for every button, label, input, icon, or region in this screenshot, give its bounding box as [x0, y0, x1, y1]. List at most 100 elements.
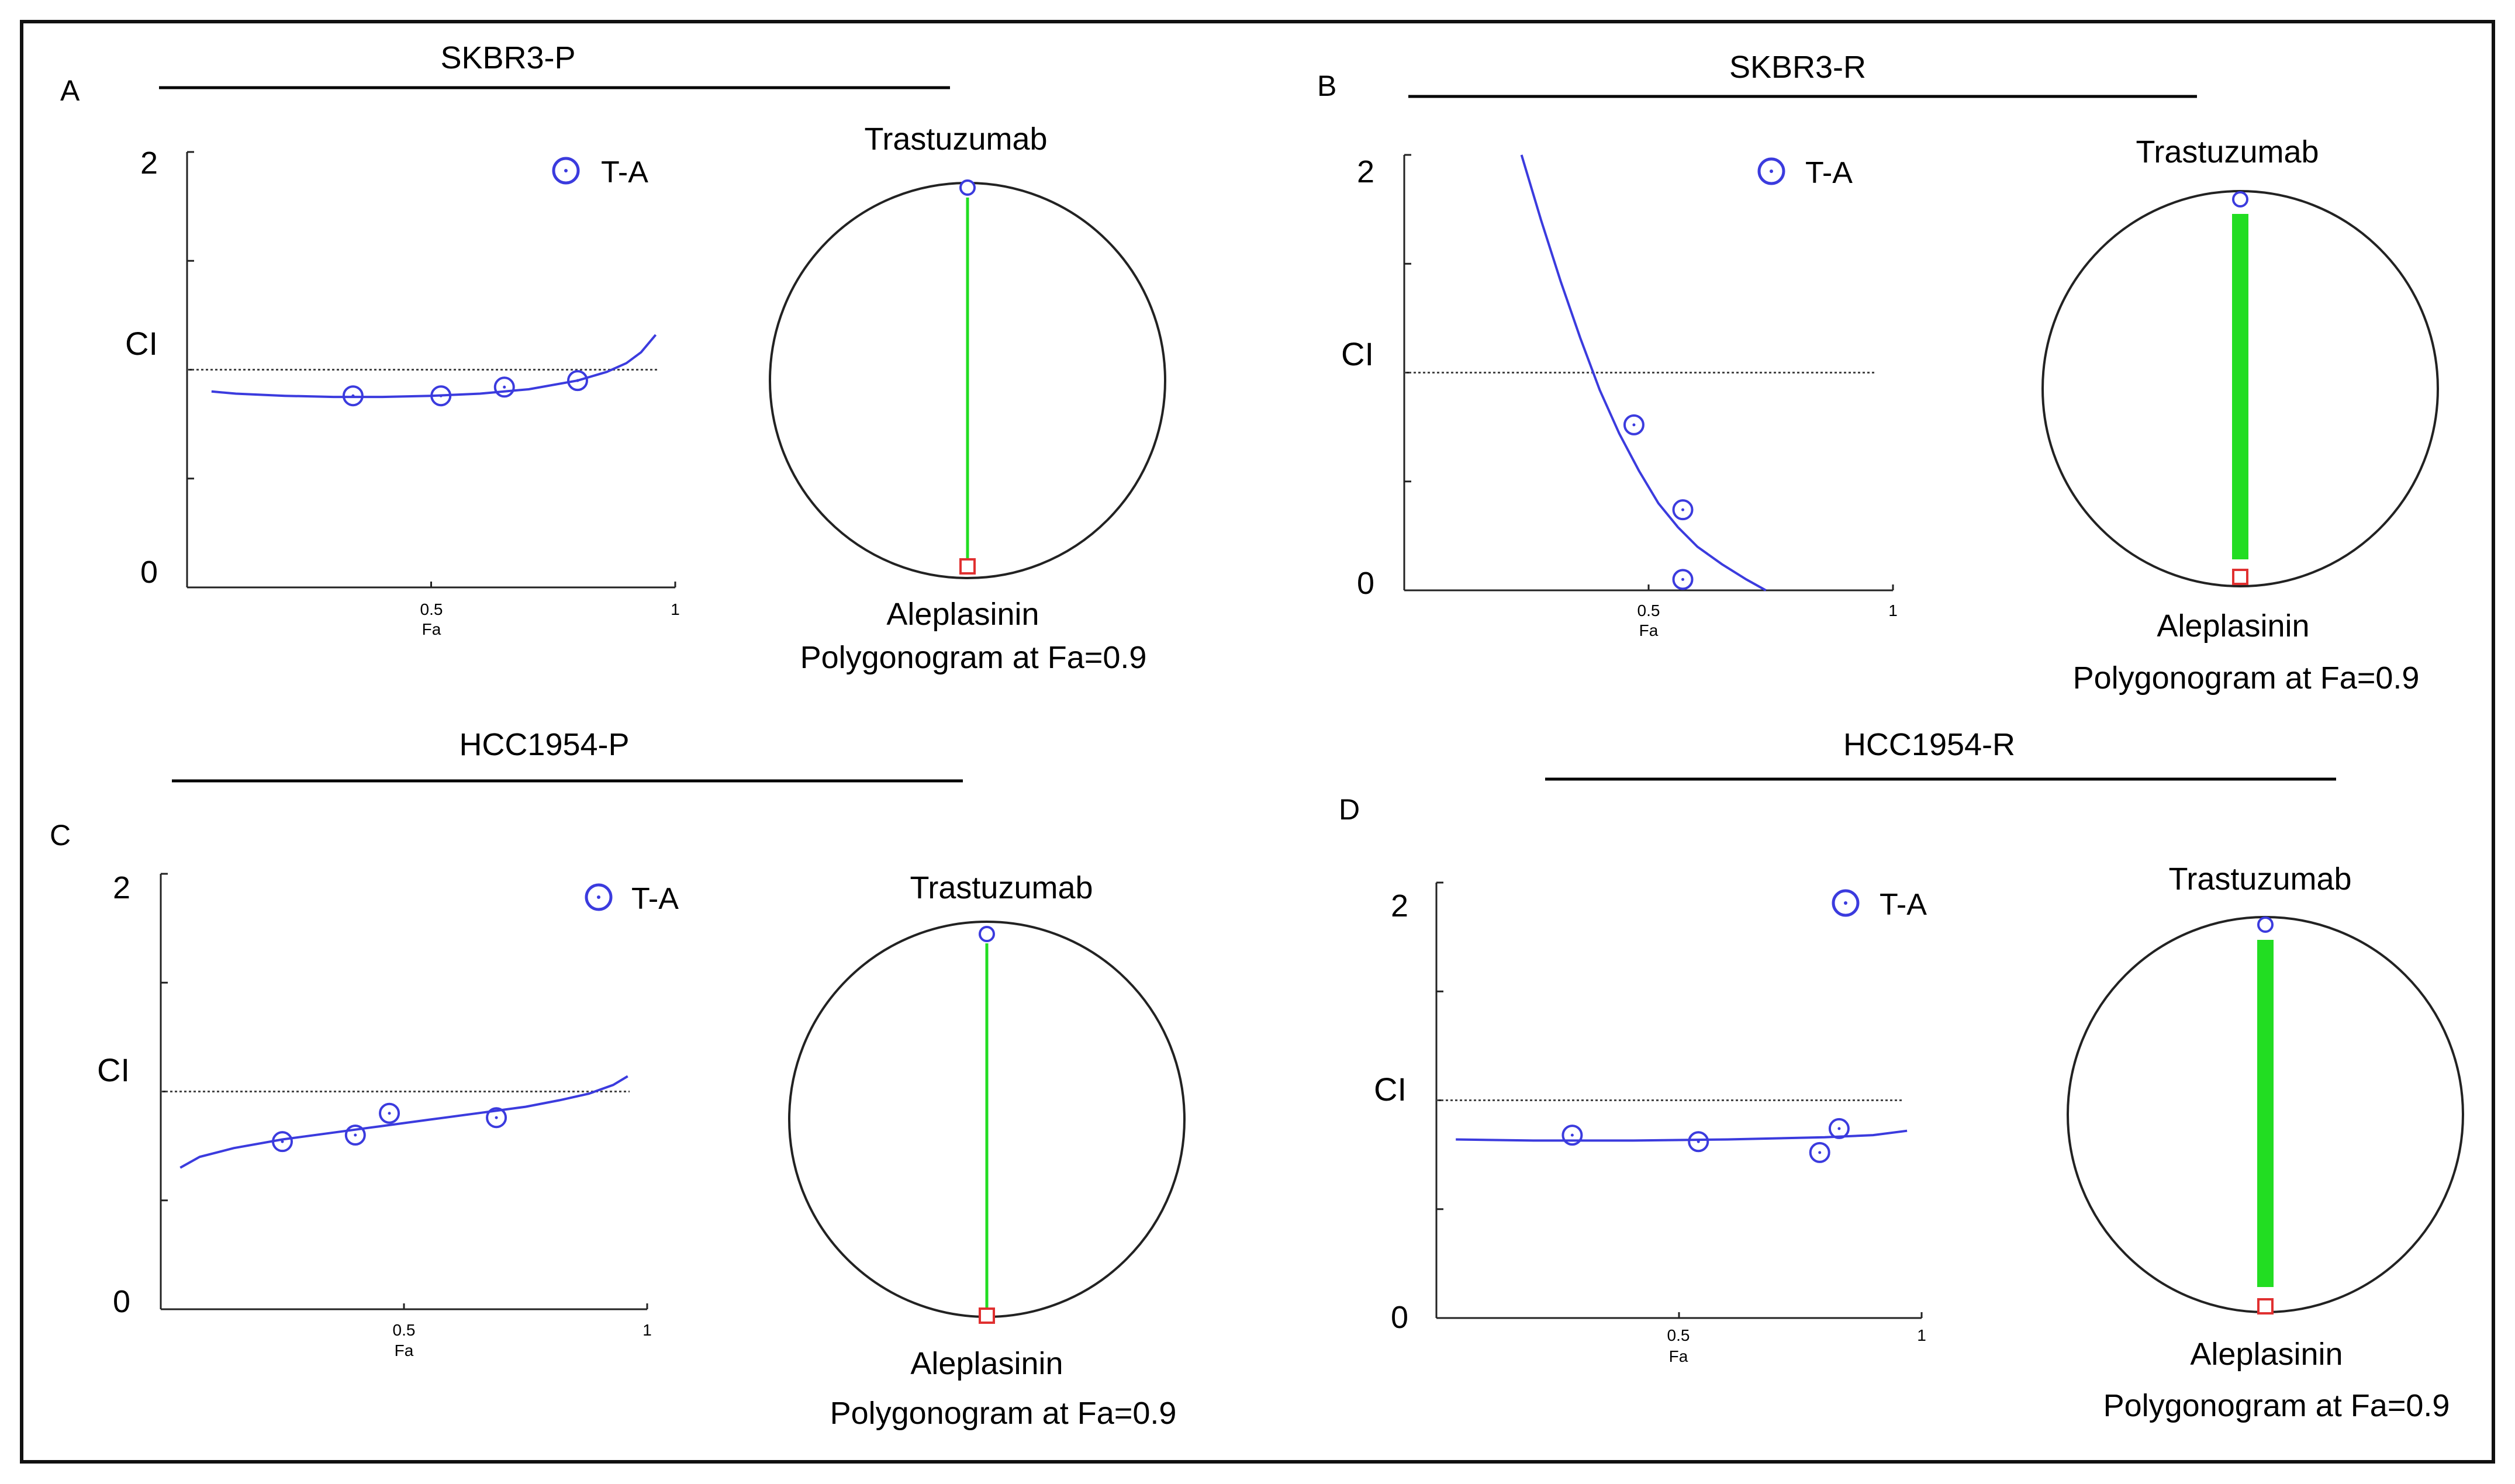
legend-label: T-A: [601, 155, 648, 189]
data-point-dot: [1632, 423, 1636, 427]
polygonogram-bottom-drug: Aleplasinin: [2157, 608, 2309, 644]
legend-marker-icon: [585, 883, 613, 911]
aleplasinin-vertex-marker: [2232, 569, 2248, 585]
x-axis-label: Fa: [395, 1341, 414, 1360]
panel-d: D HCC1954-R CI 2 0 0.5 1 Fa T-A Trastuzu…: [1339, 727, 2464, 1423]
ci-plot-b: CI 2 0 0.5 1 Fa T-A: [1341, 154, 1898, 639]
polygonogram-caption: Polygonogram at Fa=0.9: [2103, 1388, 2450, 1423]
data-point-ring: [344, 1125, 366, 1146]
data-point: [344, 1125, 366, 1146]
data-point-ring: [1672, 569, 1694, 590]
data-points: [1623, 414, 1694, 590]
data-point: [493, 376, 515, 398]
figure-border: [20, 20, 2495, 1464]
data-point-ring: [1672, 499, 1694, 521]
data-point-ring: [1561, 1125, 1583, 1146]
data-point-dot: [576, 379, 579, 382]
x-tick-label-1: 1: [1917, 1326, 1926, 1344]
panel-title: HCC1954-P: [459, 727, 629, 762]
data-point-ring: [1828, 1118, 1850, 1139]
data-point: [1688, 1131, 1709, 1153]
polygonogram-caption: Polygonogram at Fa=0.9: [2073, 660, 2420, 696]
data-point: [1672, 569, 1694, 590]
legend: T-A: [1757, 156, 1853, 190]
y-tick-label-top: 2: [140, 146, 158, 181]
data-point-ring: [486, 1107, 507, 1129]
data-points: [342, 370, 588, 407]
y-tick-label-bottom: 0: [140, 555, 158, 590]
trastuzumab-vertex-marker: [2232, 191, 2248, 207]
panel-title: HCC1954-R: [1843, 727, 2015, 762]
panel-letter-c: C: [50, 819, 71, 852]
polygonogram-bottom-drug: Aleplasinin: [910, 1346, 1063, 1381]
panel-letter-d: D: [1339, 793, 1360, 826]
trastuzumab-vertex-marker: [979, 926, 995, 942]
trastuzumab-vertex-marker: [959, 179, 976, 196]
y-tick-label-top: 2: [1357, 154, 1374, 189]
data-point: [342, 385, 364, 407]
data-point-ring: [493, 376, 515, 398]
data-point: [430, 385, 452, 407]
data-point-ring: [272, 1131, 293, 1153]
x-tick-label-0-5: 0.5: [393, 1321, 416, 1339]
legend-label: T-A: [631, 882, 679, 916]
data-point: [379, 1102, 400, 1124]
y-axis-label: CI: [125, 325, 158, 362]
x-tick-label-1: 1: [642, 1321, 652, 1339]
data-point-dot: [1570, 1133, 1574, 1137]
data-points: [272, 1102, 507, 1153]
x-tick-label-1: 1: [1888, 601, 1898, 620]
x-tick-label-0-5: 0.5: [1637, 601, 1660, 620]
data-point-dot: [495, 1116, 498, 1119]
x-tick-label-0-5: 0.5: [1667, 1326, 1690, 1344]
data-point-dot: [439, 394, 443, 397]
y-axis-label: CI: [1341, 335, 1374, 372]
y-tick-label-bottom: 0: [113, 1284, 130, 1319]
legend-label: T-A: [1880, 888, 1927, 922]
legend-marker-dot: [564, 169, 568, 172]
data-point-dot: [1837, 1127, 1841, 1130]
data-point-dot: [1818, 1151, 1822, 1154]
ci-plot-d: CI 2 0 0.5 1 Fa T-A: [1374, 881, 1927, 1365]
y-tick-label-top: 2: [1391, 888, 1408, 923]
x-tick-label-0-5: 0.5: [420, 600, 443, 618]
data-point-dot: [281, 1140, 284, 1143]
panel-c: C HCC1954-P CI 2 0 0.5 1 Fa T-A Trastuzu…: [50, 727, 1186, 1431]
data-point-ring: [430, 385, 452, 407]
ci-plot-c: CI 2 0 0.5 1 Fa T-A: [97, 870, 679, 1360]
polygonogram-top-drug: Trastuzumab: [910, 870, 1093, 905]
data-point-dot: [1681, 508, 1685, 511]
data-point: [567, 370, 588, 392]
data-point-dot: [1681, 577, 1685, 581]
data-point-dot: [503, 385, 506, 389]
panel-letter-b: B: [1317, 70, 1336, 102]
legend-label: T-A: [1805, 156, 1853, 190]
median-effect-curve: [1520, 154, 1767, 591]
x-axis-label: Fa: [1639, 621, 1659, 639]
legend: T-A: [585, 882, 679, 916]
legend-marker-dot: [1770, 169, 1773, 173]
panel-title: SKBR3-R: [1729, 50, 1866, 85]
median-effect-curve: [179, 1075, 628, 1169]
median-effect-curve: [1456, 1129, 1908, 1142]
polygonogram-top-drug: Trastuzumab: [2136, 134, 2319, 169]
polygonogram-d: Trastuzumab Aleplasinin Polygonogram at …: [2067, 862, 2464, 1423]
legend-marker-dot: [1844, 901, 1847, 905]
polygonogram-bottom-drug: Aleplasinin: [2190, 1337, 2343, 1372]
panel-a: A SKBR3-P CI 2 0 0.5 1 Fa T-A Trastuzuma…: [60, 40, 1166, 675]
polygonogram-c: Trastuzumab Aleplasinin Polygonogram at …: [788, 870, 1186, 1431]
data-point-ring: [1688, 1131, 1709, 1153]
data-point-ring: [1809, 1141, 1830, 1163]
data-point: [1672, 499, 1694, 521]
data-point: [1828, 1118, 1850, 1139]
aleplasinin-vertex-marker: [959, 558, 976, 575]
data-point-ring: [1623, 414, 1645, 435]
data-point: [486, 1107, 507, 1129]
polygonogram-top-drug: Trastuzumab: [2168, 862, 2351, 897]
data-point-dot: [1697, 1140, 1700, 1143]
polygonogram-a: Trastuzumab Aleplasinin Polygonogram at …: [769, 122, 1166, 675]
legend-marker-icon: [1832, 889, 1860, 917]
y-axis-label: CI: [1374, 1071, 1407, 1108]
data-point: [272, 1131, 293, 1153]
